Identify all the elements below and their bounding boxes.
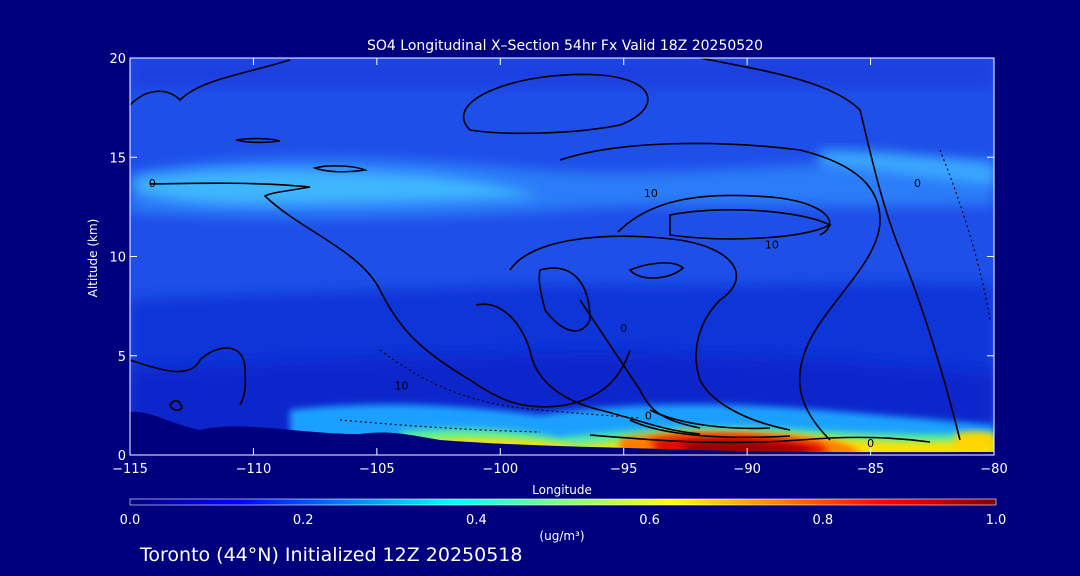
contour-line bbox=[538, 267, 591, 332]
contour-line bbox=[149, 182, 631, 408]
x-tick-label: −85 bbox=[857, 462, 884, 477]
y-axis: 0 5 10 15 20 bbox=[109, 52, 994, 464]
x-tick-label: −80 bbox=[980, 462, 1007, 477]
contour-line bbox=[589, 434, 931, 444]
contour-line bbox=[559, 142, 881, 441]
contour-line bbox=[649, 409, 771, 430]
colorbar: 0.0 0.2 0.4 0.6 0.8 1.0 (ug/m³) bbox=[120, 498, 1007, 543]
colorbar-tick-label: 0.4 bbox=[466, 513, 487, 528]
plot-area: 0 10 10 0 10 0 0 0 bbox=[130, 58, 994, 455]
x-tick-label: −100 bbox=[482, 462, 518, 477]
contour-line bbox=[379, 349, 641, 419]
colorbar-units: (ug/m³) bbox=[539, 529, 584, 543]
contour-line bbox=[235, 137, 281, 144]
contour-line bbox=[312, 165, 369, 173]
contour-line bbox=[617, 194, 831, 236]
contour-line bbox=[462, 73, 649, 135]
x-axis: −115 −110 −105 −100 −95 −90 −85 −80 bbox=[112, 58, 1008, 477]
contour-label: 0 bbox=[149, 177, 156, 190]
contour-line bbox=[699, 58, 961, 441]
contour-line bbox=[475, 303, 701, 435]
colorbar-tick-label: 0.2 bbox=[293, 513, 314, 528]
contour-line bbox=[339, 419, 541, 433]
contour-label: 10 bbox=[765, 239, 779, 252]
x-tick-label: −110 bbox=[236, 462, 272, 477]
y-tick-label: 5 bbox=[118, 350, 126, 365]
contour-label: 0 bbox=[867, 437, 874, 450]
contour-line bbox=[579, 299, 701, 429]
colorbar-scale bbox=[129, 498, 997, 506]
y-tick-label: 20 bbox=[109, 52, 126, 67]
contour-line bbox=[629, 419, 791, 439]
contour-line bbox=[669, 209, 832, 240]
colorbar-tick-label: 1.0 bbox=[986, 513, 1007, 528]
contour-line bbox=[130, 59, 291, 106]
upper-cyan-core-2 bbox=[820, 150, 994, 185]
contour-line bbox=[169, 399, 183, 411]
colorbar-ticks: 0.0 0.2 0.4 0.6 0.8 1.0 bbox=[120, 513, 1007, 528]
contour-line bbox=[130, 347, 247, 406]
y-tick-label: 0 bbox=[118, 449, 126, 464]
dotted-contours bbox=[339, 149, 991, 433]
contour-label-layer: 0 10 10 0 10 0 0 0 bbox=[149, 177, 921, 450]
x-tick-label: −90 bbox=[733, 462, 760, 477]
contour-line bbox=[628, 262, 685, 279]
x-tick-label: −95 bbox=[610, 462, 637, 477]
contour-label: 10 bbox=[644, 187, 658, 200]
concentration-field bbox=[130, 58, 994, 455]
footer-caption: Toronto (44°N) Initialized 12Z 20250518 bbox=[139, 544, 523, 566]
x-tick-label: −105 bbox=[359, 462, 395, 477]
contour-label: 0 bbox=[914, 177, 921, 190]
contour-lines bbox=[130, 58, 961, 444]
contour-label: 10 bbox=[395, 380, 409, 393]
y-tick-label: 10 bbox=[109, 251, 126, 266]
upper-cyan-core bbox=[135, 169, 540, 205]
contour-line bbox=[509, 235, 791, 431]
y-axis-label: Altitude (km) bbox=[86, 219, 100, 298]
y-tick-label: 15 bbox=[109, 151, 126, 166]
contour-line bbox=[939, 149, 991, 321]
contour-label: 0 bbox=[620, 322, 627, 335]
contour-label: 0 bbox=[645, 409, 652, 422]
east-boundary-yellow bbox=[955, 431, 994, 450]
colorbar-tick-label: 0.0 bbox=[120, 513, 141, 528]
x-axis-label: Longitude bbox=[532, 483, 592, 497]
colorbar-tick-label: 0.8 bbox=[812, 513, 833, 528]
colorbar-tick-label: 0.6 bbox=[639, 513, 660, 528]
chart-title: SO4 Longitudinal X–Section 54hr Fx Valid… bbox=[367, 38, 763, 54]
terrain bbox=[130, 411, 994, 455]
x-tick-label: −115 bbox=[112, 462, 148, 477]
